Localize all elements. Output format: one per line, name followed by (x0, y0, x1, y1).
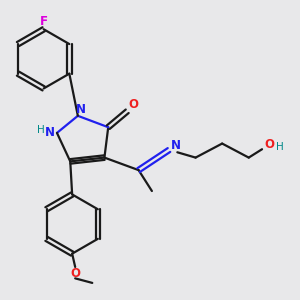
Text: O: O (265, 138, 275, 151)
Text: N: N (76, 103, 86, 116)
Text: H: H (37, 125, 45, 135)
Text: N: N (171, 139, 181, 152)
Text: H: H (276, 142, 284, 152)
Text: N: N (45, 126, 55, 140)
Text: F: F (40, 15, 48, 28)
Text: O: O (129, 98, 139, 111)
Text: O: O (70, 267, 80, 280)
